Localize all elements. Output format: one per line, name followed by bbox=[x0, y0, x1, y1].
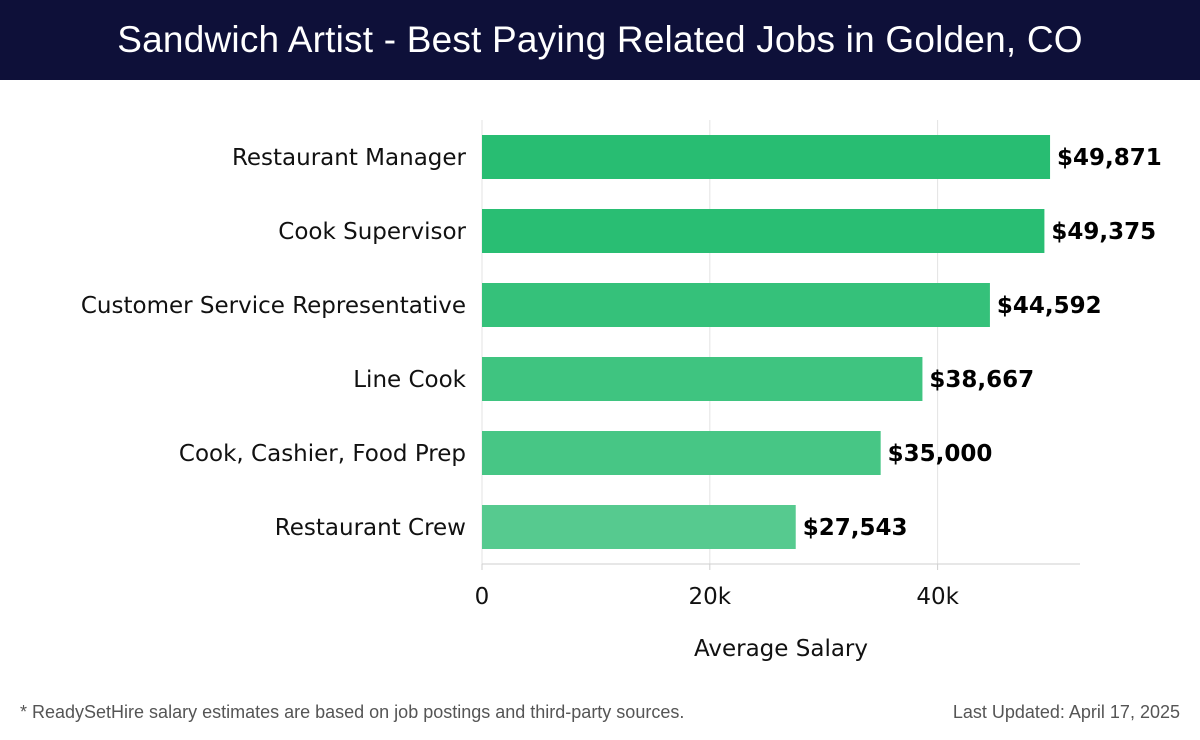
footer-note: * ReadySetHire salary estimates are base… bbox=[20, 702, 685, 722]
category-label: Cook Supervisor bbox=[278, 219, 466, 245]
bar bbox=[482, 209, 1045, 253]
chart-header: Sandwich Artist - Best Paying Related Jo… bbox=[0, 0, 1200, 80]
value-label: $49,871 bbox=[1057, 145, 1162, 171]
value-label: $38,667 bbox=[929, 367, 1034, 393]
bar bbox=[482, 135, 1051, 179]
category-label: Cook, Cashier, Food Prep bbox=[179, 441, 466, 467]
bar bbox=[482, 505, 796, 549]
bars: Restaurant Manager $49,871 Cook Supervisor… bbox=[81, 135, 1162, 549]
x-axis-title: Average Salary bbox=[694, 636, 868, 662]
value-label: $35,000 bbox=[888, 441, 993, 467]
grid-lines bbox=[481, 120, 939, 564]
value-label: $49,375 bbox=[1051, 219, 1156, 245]
x-axis: 0 20k 40k Average Salary bbox=[475, 563, 1080, 662]
category-label: Line Cook bbox=[353, 367, 466, 393]
category-label: Restaurant Manager bbox=[232, 145, 467, 171]
x-tick-label: 20k bbox=[689, 584, 732, 610]
value-label: $44,592 bbox=[997, 293, 1102, 319]
bar bbox=[482, 357, 923, 401]
bar bbox=[482, 431, 881, 475]
last-updated: Last Updated: April 17, 2025 bbox=[952, 702, 1180, 722]
value-label: $27,543 bbox=[803, 515, 908, 541]
category-label: Customer Service Representative bbox=[81, 293, 466, 319]
category-label: Restaurant Crew bbox=[275, 515, 466, 541]
bar bbox=[482, 283, 990, 327]
bar-chart: Restaurant Manager $49,871 Cook Supervisor… bbox=[81, 120, 1162, 662]
x-tick-label: 0 bbox=[475, 584, 490, 610]
chart-title: Sandwich Artist - Best Paying Related Jo… bbox=[117, 19, 1083, 60]
x-tick-label: 40k bbox=[916, 584, 959, 610]
